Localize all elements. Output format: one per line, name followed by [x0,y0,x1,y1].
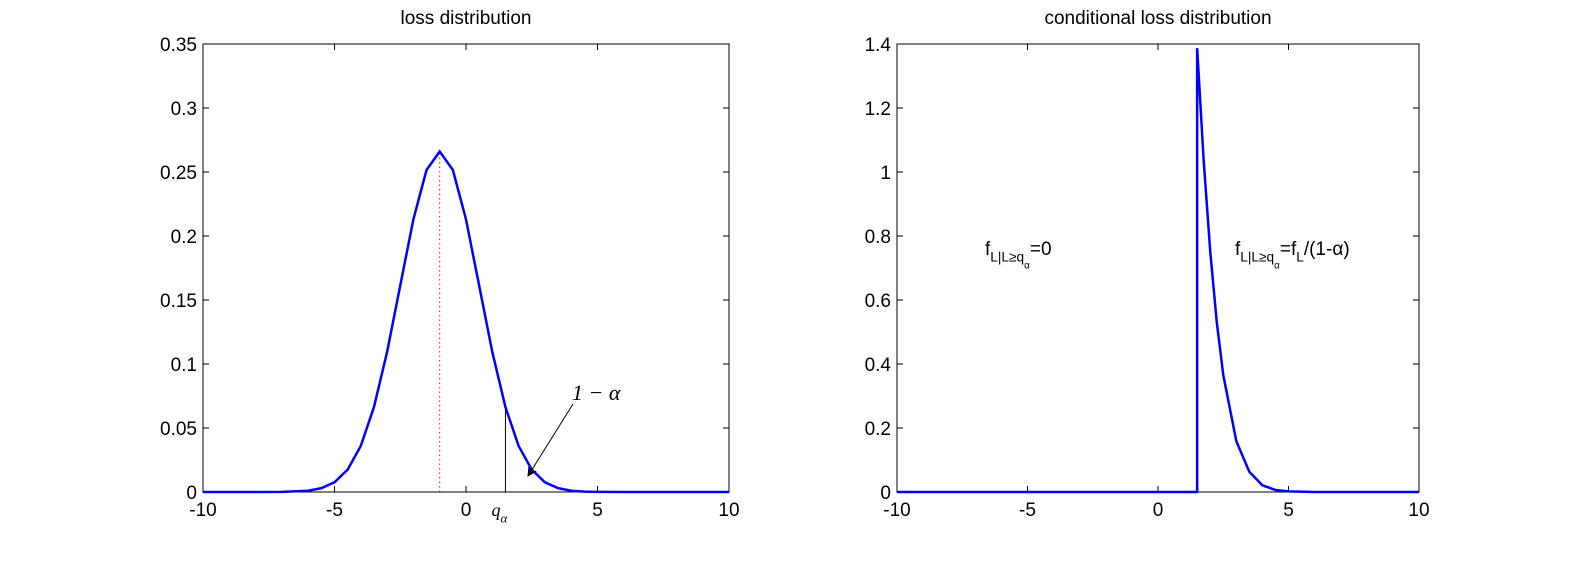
y-tick-label: 0.25 [160,163,197,184]
annotation-arrow [527,403,574,477]
y-tick-label: 0 [880,483,891,504]
x-tick-label: 5 [592,500,603,521]
annotation-part: f [1235,239,1241,260]
annotation-part: /(1-α) [1304,239,1350,260]
annotation-part: L|L≥q [990,250,1024,265]
annotation-part: q [491,500,500,520]
y-tick-label: 1 [880,163,891,184]
y-tick-label: 0.15 [160,291,197,312]
y-tick-label: 0.3 [171,99,197,120]
y-tick-label: 0.4 [865,355,892,376]
y-tick-label: 0.35 [160,35,197,56]
annotation-part: L [1296,250,1304,265]
data-line [897,48,1419,494]
annotation: 1 − α [572,380,621,405]
x-tick-label: -5 [326,500,343,521]
annotation-part: =0 [1030,239,1052,260]
annotation-part: 1 − α [572,380,621,405]
x-tick-label: 0 [1153,500,1164,521]
y-tick-label: 0.1 [171,355,197,376]
x-tick-label: 10 [1408,500,1429,521]
y-tick-label: 0.8 [865,227,891,248]
y-tick-label: 0.05 [160,419,197,440]
annotation-part: α [1024,260,1030,271]
x-tick-label: 0 [461,500,472,521]
chart-title: conditional loss distribution [1044,8,1271,29]
x-tick-label: 10 [718,500,739,521]
x-tick-label: 5 [1283,500,1294,521]
y-tick-label: 1.4 [865,35,892,56]
y-tick-label: 0 [186,483,197,504]
data-line [203,149,729,494]
annotation: fL|L≥qα=0 [985,239,1052,271]
annotation-part: =f [1280,239,1297,260]
annotation-part: α [500,510,508,525]
x-tick-label: -10 [189,500,216,521]
x-tick-label: -5 [1019,500,1036,521]
y-tick-label: 0.6 [865,291,891,312]
y-tick-label: 0.2 [171,227,197,248]
annotation: fL|L≥qα=fL/(1-α) [1235,239,1350,271]
y-tick-label: 1.2 [865,99,891,120]
chart-title: loss distribution [401,8,532,29]
x-tick-label: -10 [883,500,910,521]
annotation-part: L|L≥q [1240,250,1274,265]
annotation: qα [491,500,508,525]
annotation-part: α [1274,260,1280,271]
annotation-part: f [985,239,991,260]
y-tick-label: 0.2 [865,419,891,440]
